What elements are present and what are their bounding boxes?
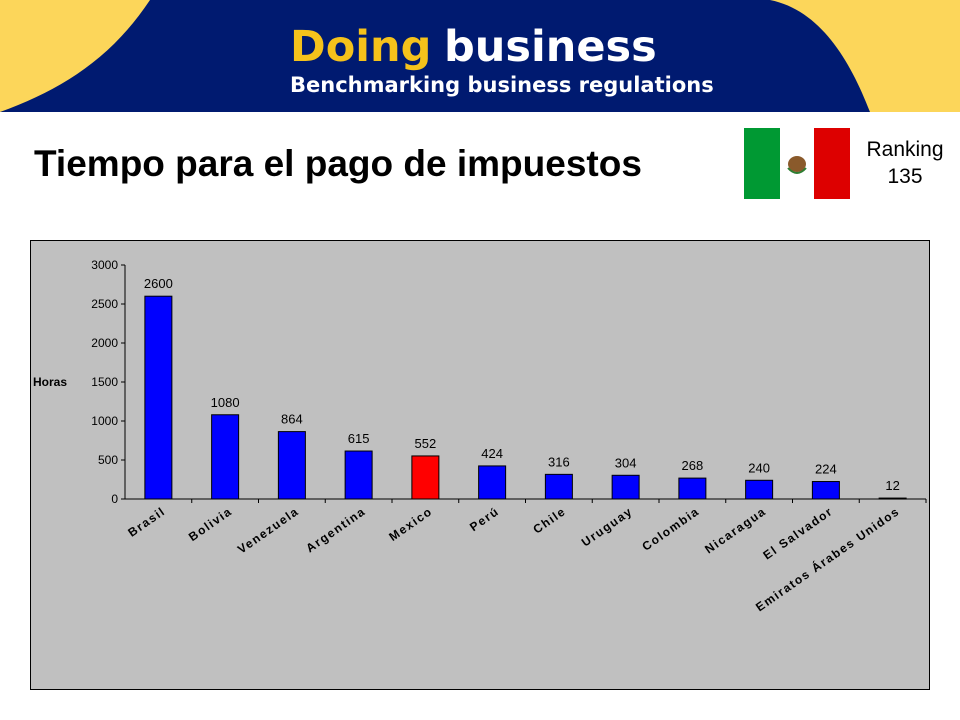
y-axis-label: Horas [33, 375, 67, 389]
y-tick-label: 0 [111, 492, 118, 506]
y-tick-label: 1000 [91, 414, 118, 428]
category-label-2: Venezuela [235, 504, 302, 556]
data-label-2: 864 [281, 412, 303, 427]
bar-chart: 0 500 1000 1500 2000 2500 3000 Horas 2600 Brasil 1… [33, 258, 927, 614]
bar-5 [478, 465, 507, 500]
bar-6 [544, 473, 573, 500]
bar-3 [344, 450, 373, 500]
y-tick-label: 500 [98, 453, 118, 467]
logo-business: business [444, 22, 657, 72]
data-label-6: 316 [548, 454, 570, 469]
data-label-1: 1080 [211, 395, 240, 410]
banner-blue-shape [0, 0, 870, 112]
y-tick-label: 2000 [91, 336, 118, 350]
y-tick-label: 2500 [91, 297, 118, 311]
data-label-8: 268 [682, 458, 704, 473]
y-tick-label: 3000 [91, 258, 118, 272]
data-label-9: 240 [748, 460, 770, 475]
chart-area: 0 500 1000 1500 2000 2500 3000 Horas 2600 Brasil 1… [30, 240, 930, 690]
data-label-10: 224 [815, 462, 837, 477]
bar-10 [811, 481, 840, 500]
category-label-6: Chile [530, 504, 568, 537]
ranking-label: Ranking [866, 138, 944, 161]
category-label-3: Argentina [303, 504, 368, 555]
bar-0 [144, 295, 173, 500]
category-label-9: Nicaragua [702, 504, 769, 556]
bar-8 [678, 477, 707, 500]
header-banner: Doing business Benchmarking business reg… [0, 0, 960, 112]
category-label-7: Uruguay [579, 504, 636, 549]
bar-4 [411, 455, 440, 500]
data-label-7: 304 [615, 455, 637, 470]
ranking-value: 135 [887, 165, 923, 188]
bar-9 [745, 479, 774, 500]
data-label-0: 2600 [144, 276, 173, 291]
logo-doing: Doing [290, 22, 431, 72]
flag-emblem-icon [788, 156, 806, 172]
category-label-4: Mexico [386, 504, 435, 544]
data-label-5: 424 [481, 446, 503, 461]
data-label-11: 12 [885, 478, 899, 493]
page-title: Tiempo para el pago de impuestos [34, 143, 642, 184]
category-label-1: Bolivia [186, 504, 235, 544]
category-label-8: Colombia [639, 504, 702, 554]
category-label-5: Perú [467, 504, 502, 534]
logo-tagline: Benchmarking business regulations [290, 73, 714, 97]
bar-7 [611, 474, 640, 500]
ranking-box: Ranking 135 [852, 136, 958, 190]
y-tick-label: 1500 [91, 375, 118, 389]
data-label-4: 552 [415, 436, 437, 451]
bar-1 [211, 414, 240, 500]
bar-11 [878, 497, 907, 500]
bar-2 [277, 431, 306, 500]
category-label-0: Brasil [125, 504, 168, 540]
mexico-flag-icon [744, 128, 850, 199]
data-label-3: 615 [348, 431, 370, 446]
